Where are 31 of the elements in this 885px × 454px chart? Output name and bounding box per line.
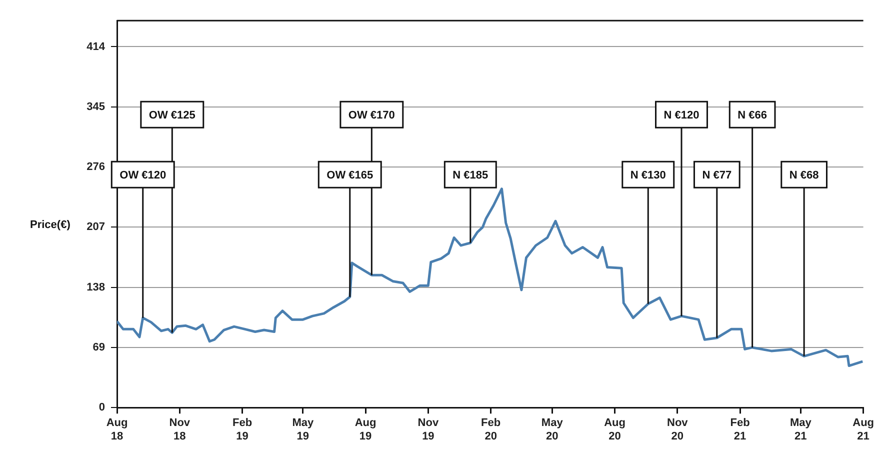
x-tick-label: May 20 xyxy=(541,417,564,442)
annotation: N €185 xyxy=(452,170,488,182)
x-tick-label: Aug 20 xyxy=(604,417,626,442)
x-tick-label: May 21 xyxy=(790,417,812,442)
y-tick-label: 207 xyxy=(86,221,105,234)
y-tick-label: 276 xyxy=(86,161,105,174)
annotation: OW €120 xyxy=(120,170,166,182)
annotation: N €77 xyxy=(702,170,732,182)
annotation: N €130 xyxy=(630,170,666,182)
x-tick-label: Nov 19 xyxy=(418,417,440,442)
x-tick-label: May 19 xyxy=(292,417,314,442)
y-tick-label: 414 xyxy=(86,40,106,53)
x-tick-label: Feb 19 xyxy=(232,417,252,442)
x-tick-label: Aug 18 xyxy=(106,417,128,442)
annotation: N €66 xyxy=(738,110,767,122)
annotation: OW €170 xyxy=(348,110,395,122)
annotation: N €68 xyxy=(789,170,819,182)
y-axis-title: Price(€) xyxy=(30,219,71,232)
y-tick-label: 138 xyxy=(86,281,105,294)
y-tick-label: 69 xyxy=(92,341,105,354)
annotation: N €120 xyxy=(664,110,700,122)
annotation: OW €125 xyxy=(148,110,196,122)
annotation: OW €165 xyxy=(326,170,374,182)
y-tick-label: 0 xyxy=(98,402,105,414)
x-tick-label: Nov 18 xyxy=(169,417,191,442)
x-tick-label: Nov 20 xyxy=(667,417,689,442)
x-tick-label: Aug 19 xyxy=(354,417,376,442)
x-tick-label: Feb 21 xyxy=(730,417,750,442)
x-tick-label: Aug 21 xyxy=(852,417,874,442)
x-tick-label: Feb 20 xyxy=(481,417,501,442)
y-tick-label: 345 xyxy=(86,100,105,113)
